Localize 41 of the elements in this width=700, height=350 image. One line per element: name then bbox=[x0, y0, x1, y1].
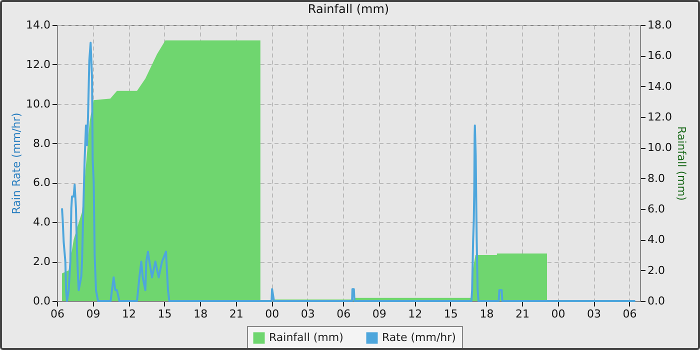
y-tick-label: 14.0 bbox=[26, 18, 50, 32]
legend-label: Rate (mm/hr) bbox=[382, 331, 456, 344]
x-tick-label: 03 bbox=[587, 308, 602, 320]
legend-label: Rainfall (mm) bbox=[269, 331, 344, 344]
y-axis-title: Rain Rate (mm/hr) bbox=[10, 112, 24, 214]
y-tick-label: 0.0 bbox=[33, 294, 50, 308]
y2-tick-label: 18.0 bbox=[648, 18, 672, 32]
y-tick-label: 6.0 bbox=[33, 176, 50, 190]
y-tick-label: 10.0 bbox=[26, 97, 50, 110]
y2-tick-label: 8.0 bbox=[648, 172, 665, 185]
y-tick-label: 2.0 bbox=[33, 255, 50, 268]
x-tick-label: 18 bbox=[194, 308, 208, 320]
x-tick-label: 03 bbox=[300, 308, 315, 320]
x-tick-label: 06 bbox=[622, 308, 637, 320]
x-tick-label: 09 bbox=[86, 308, 100, 320]
x-tick-label: 09 bbox=[372, 308, 386, 320]
x-tick-label: 18 bbox=[480, 308, 494, 320]
x-tick-label: 00 bbox=[265, 308, 280, 320]
y2-tick-label: 10.0 bbox=[648, 141, 672, 154]
y2-axis-title: Rainfall (mm) bbox=[674, 126, 688, 201]
y-tick-label: 4.0 bbox=[33, 216, 50, 229]
y2-tick-label: 16.0 bbox=[648, 49, 672, 62]
x-tick-label: 00 bbox=[551, 308, 566, 320]
x-tick-label: 06 bbox=[50, 308, 64, 320]
chart-title: Rainfall (mm) bbox=[308, 2, 390, 16]
line-series bbox=[61, 42, 636, 302]
x-tick-label: 06 bbox=[336, 308, 351, 320]
x-tick-label: 12 bbox=[408, 308, 422, 320]
y2-tick-label: 2.0 bbox=[648, 264, 665, 277]
x-tick-label: 12 bbox=[122, 308, 136, 320]
y2-tick-label: 14.0 bbox=[648, 80, 672, 93]
y2-tick-label: 12.0 bbox=[648, 110, 672, 124]
x-tick-label: 15 bbox=[444, 308, 458, 320]
y-tick-label: 12.0 bbox=[26, 58, 50, 71]
x-tick-label: 21 bbox=[515, 308, 530, 320]
y-tick-label: 8.0 bbox=[33, 136, 50, 150]
y2-tick-label: 6.0 bbox=[648, 202, 665, 216]
y2-tick-label: 4.0 bbox=[648, 233, 665, 246]
y2-tick-label: 0.0 bbox=[648, 294, 665, 308]
x-tick-label: 15 bbox=[158, 308, 172, 320]
x-tick-label: 21 bbox=[229, 308, 244, 320]
